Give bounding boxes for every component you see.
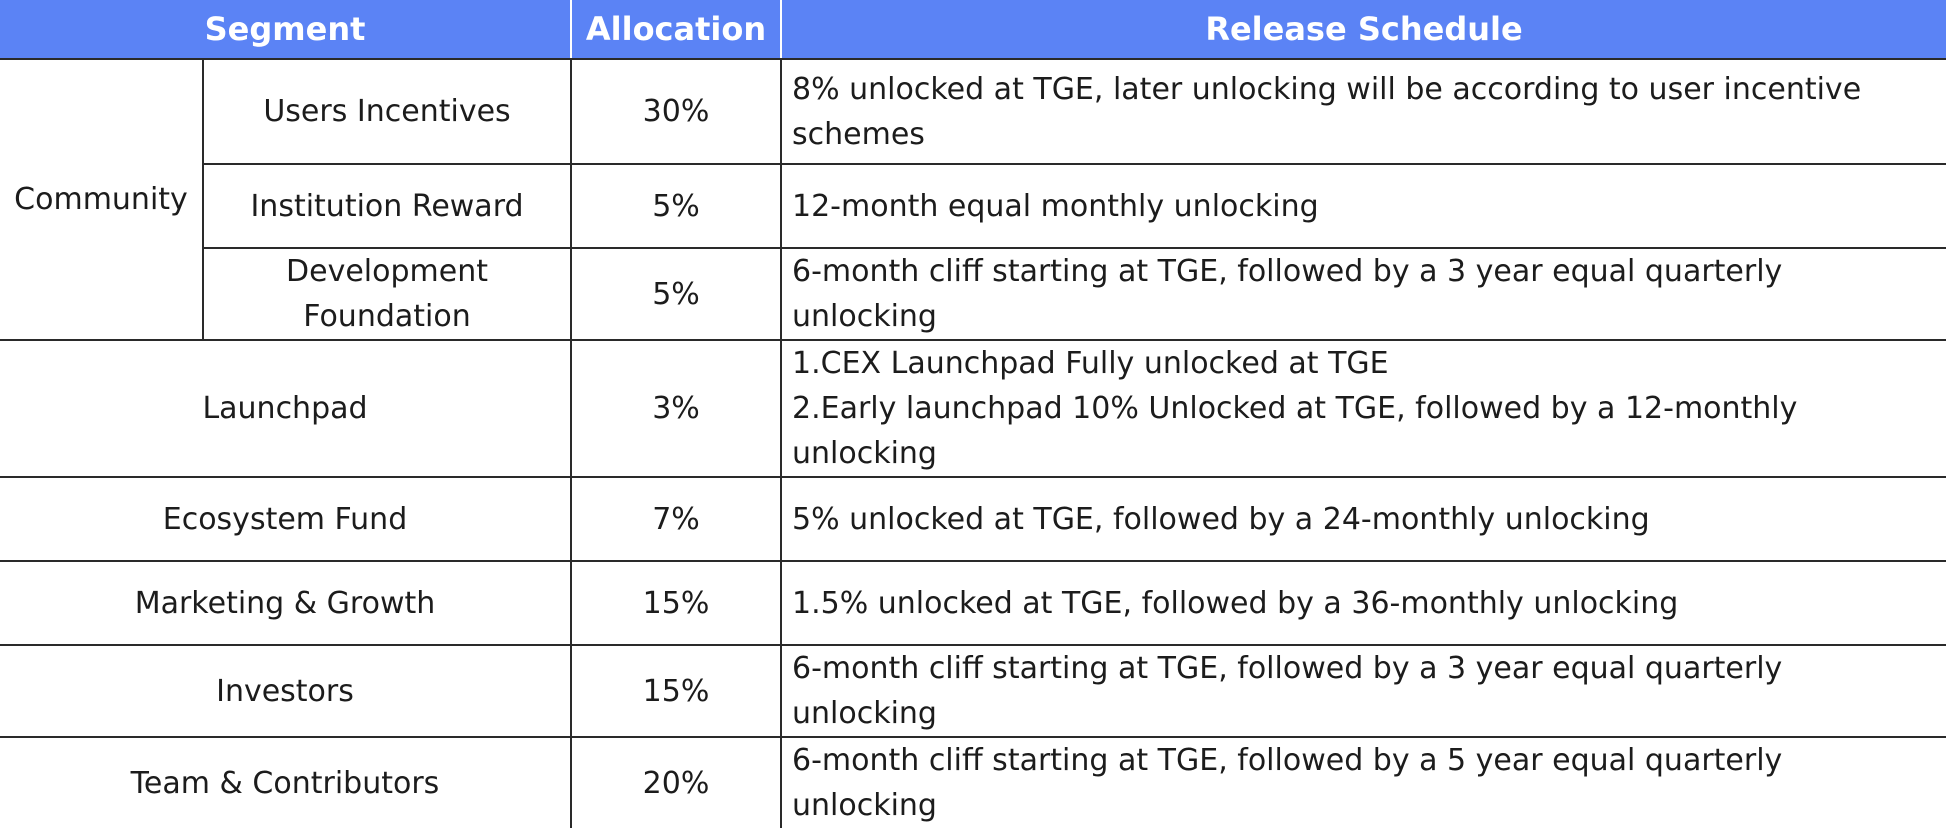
table-row: Team & Contributors 20% 6-month cliff st…	[0, 736, 1946, 828]
release-line: 2.Early launchpad 10% Unlocked at TGE, f…	[792, 391, 1798, 471]
sub-segment-name: Users Incentives	[202, 58, 572, 165]
release-schedule: 8% unlocked at TGE, later unlocking will…	[780, 58, 1946, 165]
segment-name: Launchpad	[0, 339, 572, 478]
allocation-value: 3%	[570, 339, 782, 478]
allocation-value: 7%	[570, 476, 782, 562]
header-release-schedule: Release Schedule	[781, 0, 1946, 60]
table-row: Development Foundation 5% 6-month cliff …	[0, 247, 1946, 341]
sub-segment-name: Institution Reward	[203, 163, 572, 249]
table-row: Institution Reward 5% 12-month equal mon…	[0, 163, 1946, 249]
segment-name: Ecosystem Fund	[0, 476, 572, 562]
header-row: Segment Allocation Release Schedule	[0, 0, 1946, 60]
segment-name: Marketing & Growth	[0, 560, 572, 646]
release-schedule: 6-month cliff starting at TGE, followed …	[780, 247, 1946, 341]
allocation-value: 30%	[570, 58, 782, 165]
release-schedule: 6-month cliff starting at TGE, followed …	[780, 736, 1946, 828]
segment-name: Team & Contributors	[0, 736, 572, 828]
segment-name: Investors	[0, 644, 572, 738]
release-schedule: 12-month equal monthly unlocking	[780, 163, 1946, 249]
release-schedule: 1.CEX Launchpad Fully unlocked at TGE 2.…	[780, 339, 1946, 478]
release-schedule: 6-month cliff starting at TGE, followed …	[780, 644, 1946, 738]
segment-group-label: Community	[0, 58, 204, 341]
allocation-value: 15%	[570, 644, 782, 738]
release-schedule: 1.5% unlocked at TGE, followed by a 36-m…	[780, 560, 1946, 646]
release-schedule: 5% unlocked at TGE, followed by a 24-mon…	[780, 476, 1946, 562]
release-line: 1.CEX Launchpad Fully unlocked at TGE	[792, 346, 1389, 381]
table-row: Ecosystem Fund 7% 5% unlocked at TGE, fo…	[0, 476, 1946, 562]
table-row: Launchpad 3% 1.CEX Launchpad Fully unloc…	[0, 339, 1946, 478]
allocation-value: 5%	[570, 163, 782, 249]
table-row: Investors 15% 6-month cliff starting at …	[0, 644, 1946, 738]
allocation-value: 5%	[570, 247, 782, 341]
header-segment: Segment	[0, 0, 572, 60]
allocation-value: 15%	[570, 560, 782, 646]
sub-segment-name: Development Foundation	[203, 247, 572, 341]
header-allocation: Allocation	[571, 0, 782, 60]
table-row: Marketing & Growth 15% 1.5% unlocked at …	[0, 560, 1946, 646]
allocation-value: 20%	[570, 736, 782, 828]
table-row: Community Users Incentives 30% 8% unlock…	[0, 58, 1946, 341]
